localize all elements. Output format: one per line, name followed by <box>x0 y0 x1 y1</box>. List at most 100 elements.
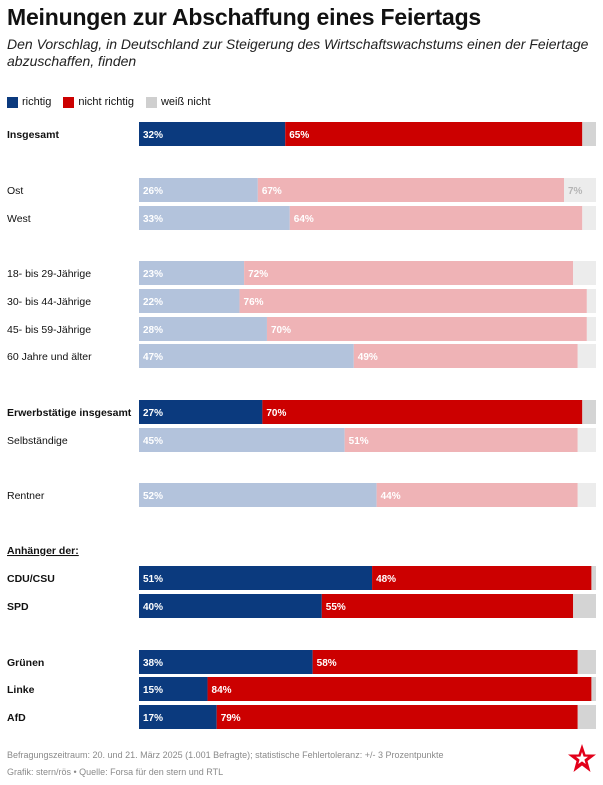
bar-segment-richtig <box>139 483 377 507</box>
bar-segment-richtig <box>139 428 345 452</box>
data-label-nicht-richtig: 58% <box>317 658 337 669</box>
bar-row-18-bis-29-jährige: 18- bis 29-Jährige 23% 72% <box>7 261 596 285</box>
bar-row-cdu-csu: CDU/CSU 51% 48% <box>7 566 596 590</box>
bar-segment-richtig <box>139 289 240 313</box>
bar-segment-richtig <box>139 178 258 202</box>
bar-row-spd: SPD 40% 55% <box>7 594 596 618</box>
legend-item-richtig: richtig <box>7 96 51 108</box>
bar-segment-nicht-richtig <box>216 705 578 729</box>
row-label: Grünen <box>7 657 44 669</box>
stacked-bar-chart: Insgesamt 32% 65% Ost 26% 67% 7% West 33% 64% 18- … <box>7 122 596 729</box>
data-label-richtig: 28% <box>143 325 163 336</box>
data-label-weiss-nicht: 7% <box>568 186 583 197</box>
legend-swatch-richtig <box>7 96 18 108</box>
bar-segment-weiss-nicht <box>573 261 596 285</box>
data-label-nicht-richtig: 44% <box>381 491 401 502</box>
legend-item-weiss-nicht: weiß nicht <box>145 96 211 108</box>
bar-row-60-jahre-und-älter: 60 Jahre und älter 47% 49% <box>7 344 596 368</box>
data-label-richtig: 26% <box>143 186 163 197</box>
bar-segment-weiss-nicht <box>586 289 596 313</box>
data-label-nicht-richtig: 79% <box>221 713 241 724</box>
data-label-richtig: 51% <box>143 574 163 585</box>
legend-item-nicht-richtig: nicht richtig <box>63 96 134 108</box>
bar-segment-nicht-richtig <box>376 483 578 507</box>
data-label-richtig: 27% <box>143 408 163 419</box>
group-heading-anhaenger: Anhänger der: <box>7 545 79 557</box>
bar-segment-weiss-nicht <box>573 594 596 618</box>
bar-row-insgesamt: Insgesamt 32% 65% <box>7 122 596 146</box>
data-label-nicht-richtig: 84% <box>212 685 232 696</box>
bar-segment-weiss-nicht <box>564 178 596 202</box>
bar-segment-nicht-richtig <box>239 289 587 313</box>
data-label-nicht-richtig: 70% <box>266 408 286 419</box>
row-label: West <box>7 213 31 225</box>
data-label-richtig: 52% <box>143 491 163 502</box>
stern-logo-icon <box>567 742 597 776</box>
bar-segment-richtig <box>139 594 322 618</box>
legend-swatch-nicht-richtig <box>63 96 75 108</box>
bar-segment-richtig <box>139 344 354 368</box>
bar-segment-richtig <box>139 400 263 424</box>
bar-segment-nicht-richtig <box>344 428 578 452</box>
data-label-nicht-richtig: 76% <box>244 297 264 308</box>
row-label: Linke <box>7 684 35 696</box>
data-label-richtig: 47% <box>143 352 163 363</box>
bar-segment-weiss-nicht <box>577 650 596 674</box>
bar-row-rentner: Rentner 52% 44% <box>7 483 596 507</box>
bar-segment-richtig <box>139 261 245 285</box>
row-label: 30- bis 44-Jährige <box>7 296 91 308</box>
data-label-nicht-richtig: 48% <box>376 574 396 585</box>
legend: richtig nicht richtig weiß nicht <box>7 96 223 108</box>
bar-segment-richtig <box>139 650 313 674</box>
row-label: Selbständige <box>7 435 68 447</box>
data-label-nicht-richtig: 51% <box>349 436 369 447</box>
data-label-richtig: 22% <box>143 297 163 308</box>
bar-row-ost: Ost 26% 67% 7% <box>7 178 596 202</box>
bar-segment-nicht-richtig <box>289 206 583 230</box>
footer-method: Befragungszeitraum: 20. und 21. März 202… <box>7 750 444 760</box>
bar-row-linke: Linke 15% 84% <box>7 677 596 701</box>
chart-subtitle: Den Vorschlag, in Deutschland zur Steige… <box>7 36 589 69</box>
bar-segment-weiss-nicht <box>577 483 596 507</box>
bar-segment-weiss-nicht <box>591 677 596 701</box>
bar-row-west: West 33% 64% <box>7 206 596 230</box>
row-label: 60 Jahre und älter <box>7 351 92 363</box>
legend-swatch-weiss-nicht <box>145 96 157 108</box>
bar-segment-weiss-nicht <box>577 705 596 729</box>
bar-segment-nicht-richtig <box>266 317 587 341</box>
bar-segment-weiss-nicht <box>591 566 596 590</box>
bar-row-erwerbstätige-insgesamt: Erwerbstätige insgesamt 27% 70% <box>7 400 596 424</box>
data-label-nicht-richtig: 49% <box>358 352 378 363</box>
data-label-richtig: 15% <box>143 685 163 696</box>
row-label: AfD <box>7 712 26 724</box>
bar-segment-nicht-richtig <box>353 344 578 368</box>
legend-label-richtig: richtig <box>22 96 52 108</box>
legend-label-nicht-richtig: nicht richtig <box>78 96 134 108</box>
bar-segment-richtig <box>139 317 267 341</box>
bar-row-selbständige: Selbständige 45% 51% <box>7 428 596 452</box>
row-label: 18- bis 29-Jährige <box>7 268 91 280</box>
data-label-richtig: 33% <box>143 214 163 225</box>
data-label-richtig: 40% <box>143 602 163 613</box>
row-label: Insgesamt <box>7 129 59 141</box>
bar-row-45-bis-59-jährige: 45- bis 59-Jährige 28% 70% <box>7 317 596 341</box>
data-label-nicht-richtig: 65% <box>289 130 309 141</box>
bar-segment-weiss-nicht <box>586 317 596 341</box>
bar-segment-richtig <box>139 206 290 230</box>
data-label-nicht-richtig: 70% <box>271 325 291 336</box>
row-label: 45- bis 59-Jährige <box>7 324 91 336</box>
bar-row-30-bis-44-jährige: 30- bis 44-Jährige 22% 76% <box>7 289 596 313</box>
bar-segment-nicht-richtig <box>257 178 565 202</box>
bar-segment-nicht-richtig <box>244 261 574 285</box>
data-label-nicht-richtig: 67% <box>262 186 282 197</box>
footer-source: Grafik: stern/rös • Quelle: Forsa für de… <box>7 767 224 777</box>
row-label: Rentner <box>7 490 45 502</box>
bar-segment-weiss-nicht <box>582 400 596 424</box>
bar-row-afd: AfD 17% 79% <box>7 705 596 729</box>
data-label-nicht-richtig: 72% <box>248 269 268 280</box>
data-label-richtig: 45% <box>143 436 163 447</box>
data-label-nicht-richtig: 55% <box>326 602 346 613</box>
legend-label-weiss-nicht: weiß nicht <box>160 96 211 108</box>
bar-row-grünen: Grünen 38% 58% <box>7 650 596 674</box>
bar-segment-weiss-nicht <box>582 122 596 146</box>
